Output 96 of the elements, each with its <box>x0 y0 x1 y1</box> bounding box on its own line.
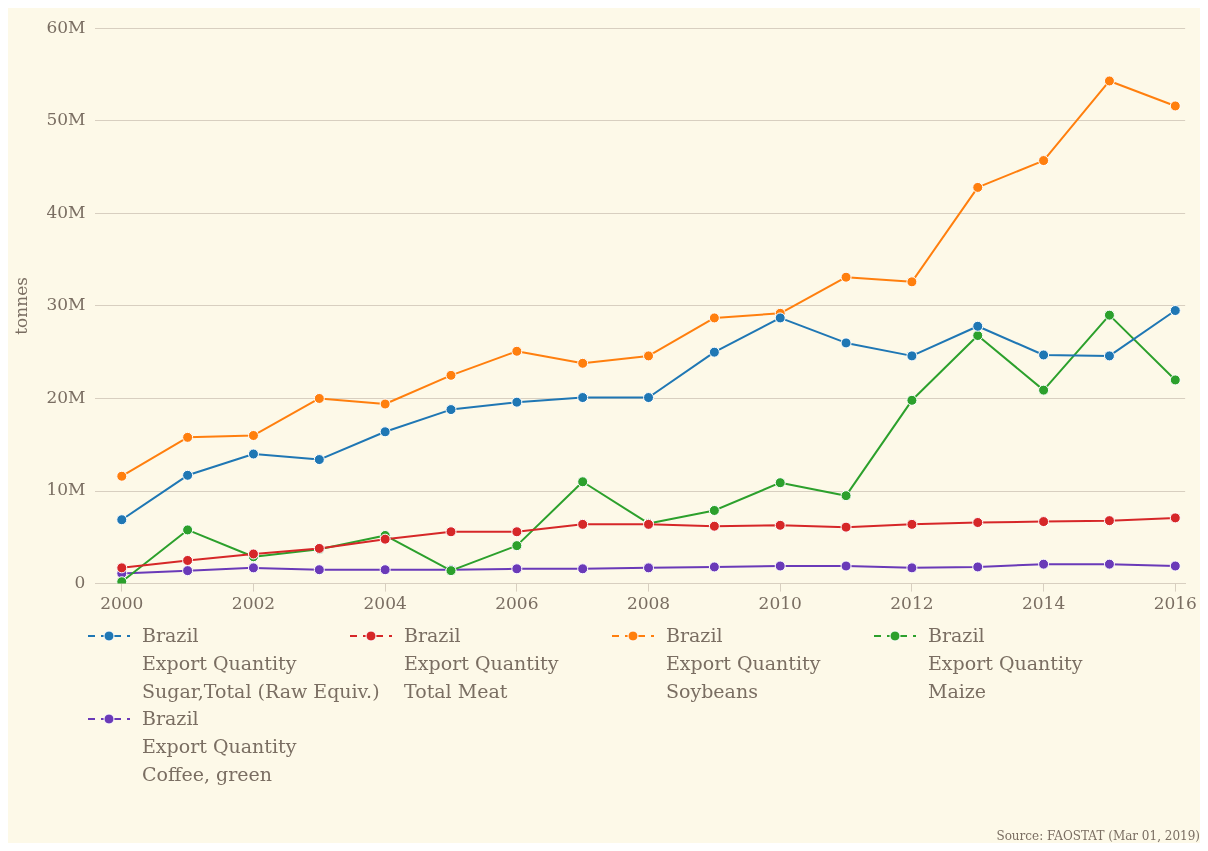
point <box>906 350 918 362</box>
point <box>1038 155 1050 167</box>
y-axis-title: tonnes <box>10 277 31 335</box>
point <box>774 477 786 489</box>
point <box>840 560 852 572</box>
point <box>379 398 391 410</box>
point <box>708 520 720 532</box>
point <box>445 404 457 416</box>
point <box>182 431 194 443</box>
point <box>774 560 786 572</box>
point <box>577 392 589 404</box>
point <box>577 476 589 488</box>
point <box>906 394 918 406</box>
point <box>774 312 786 324</box>
point <box>1103 309 1115 321</box>
y-tick-label: 30M <box>46 294 86 315</box>
point <box>116 470 128 482</box>
point <box>379 426 391 438</box>
point <box>643 562 655 574</box>
point <box>1103 75 1115 87</box>
point <box>1038 516 1050 528</box>
point <box>1103 350 1115 362</box>
point <box>972 181 984 193</box>
y-tick-label: 10M <box>46 479 86 500</box>
point <box>906 518 918 530</box>
x-tick-label: 2010 <box>758 593 802 614</box>
x-tick-label: 2002 <box>231 593 276 614</box>
point <box>840 271 852 283</box>
legend-label: Brazil Export Quantity Coffee, green <box>142 706 297 787</box>
point <box>511 526 523 538</box>
point <box>906 562 918 574</box>
point <box>643 350 655 362</box>
point <box>1169 305 1181 317</box>
point <box>906 276 918 288</box>
y-tick-label: 40M <box>46 201 86 222</box>
y-tick-label: 20M <box>46 386 86 407</box>
point <box>445 526 457 538</box>
y-tick-label: 50M <box>46 109 86 130</box>
x-tick-label: 2012 <box>890 593 934 614</box>
point <box>182 469 194 481</box>
point <box>577 357 589 369</box>
point <box>511 396 523 408</box>
source-note: Source: FAOSTAT (Mar 01, 2019) <box>996 829 1200 843</box>
x-tick-label: 2016 <box>1153 593 1197 614</box>
point <box>313 392 325 404</box>
point <box>116 562 128 574</box>
point <box>1169 560 1181 572</box>
point <box>182 554 194 566</box>
point <box>577 563 589 575</box>
y-tick-label: 60M <box>46 16 86 37</box>
x-tick-label: 2000 <box>100 593 144 614</box>
point <box>1103 515 1115 527</box>
point <box>708 312 720 324</box>
point <box>643 392 655 404</box>
point <box>840 337 852 349</box>
point <box>379 533 391 545</box>
x-tick-label: 2004 <box>363 593 407 614</box>
legend-label: Brazil Export Quantity Total Meat <box>404 623 559 704</box>
point <box>445 369 457 381</box>
point <box>708 504 720 516</box>
x-tick-label: 2014 <box>1021 593 1066 614</box>
legend-label: Brazil Export Quantity Sugar,Total (Raw Equiv.) <box>142 623 380 704</box>
x-tick-label: 2006 <box>495 593 539 614</box>
point <box>247 429 259 441</box>
point <box>708 346 720 358</box>
point <box>840 521 852 533</box>
point <box>313 564 325 576</box>
point <box>313 454 325 466</box>
point <box>247 562 259 574</box>
point <box>1038 349 1050 361</box>
point <box>511 345 523 357</box>
point <box>972 320 984 332</box>
point <box>972 517 984 529</box>
point <box>1038 384 1050 396</box>
point <box>1103 558 1115 570</box>
point <box>840 490 852 502</box>
y-tick-label: 0 <box>74 572 86 593</box>
point <box>182 524 194 536</box>
legend-label: Brazil Export Quantity Soybeans <box>666 623 821 704</box>
point <box>972 561 984 573</box>
point <box>511 540 523 552</box>
point <box>247 448 259 460</box>
legend-label: Brazil Export Quantity Maize <box>928 623 1083 704</box>
point <box>379 564 391 576</box>
point <box>511 563 523 575</box>
point <box>577 518 589 530</box>
point <box>1169 100 1181 112</box>
point <box>116 514 128 526</box>
point <box>708 561 720 573</box>
point <box>1169 512 1181 524</box>
point <box>972 330 984 342</box>
point <box>774 519 786 531</box>
point <box>1169 374 1181 386</box>
point <box>182 565 194 577</box>
x-tick-label: 2008 <box>626 593 671 614</box>
point <box>1038 558 1050 570</box>
